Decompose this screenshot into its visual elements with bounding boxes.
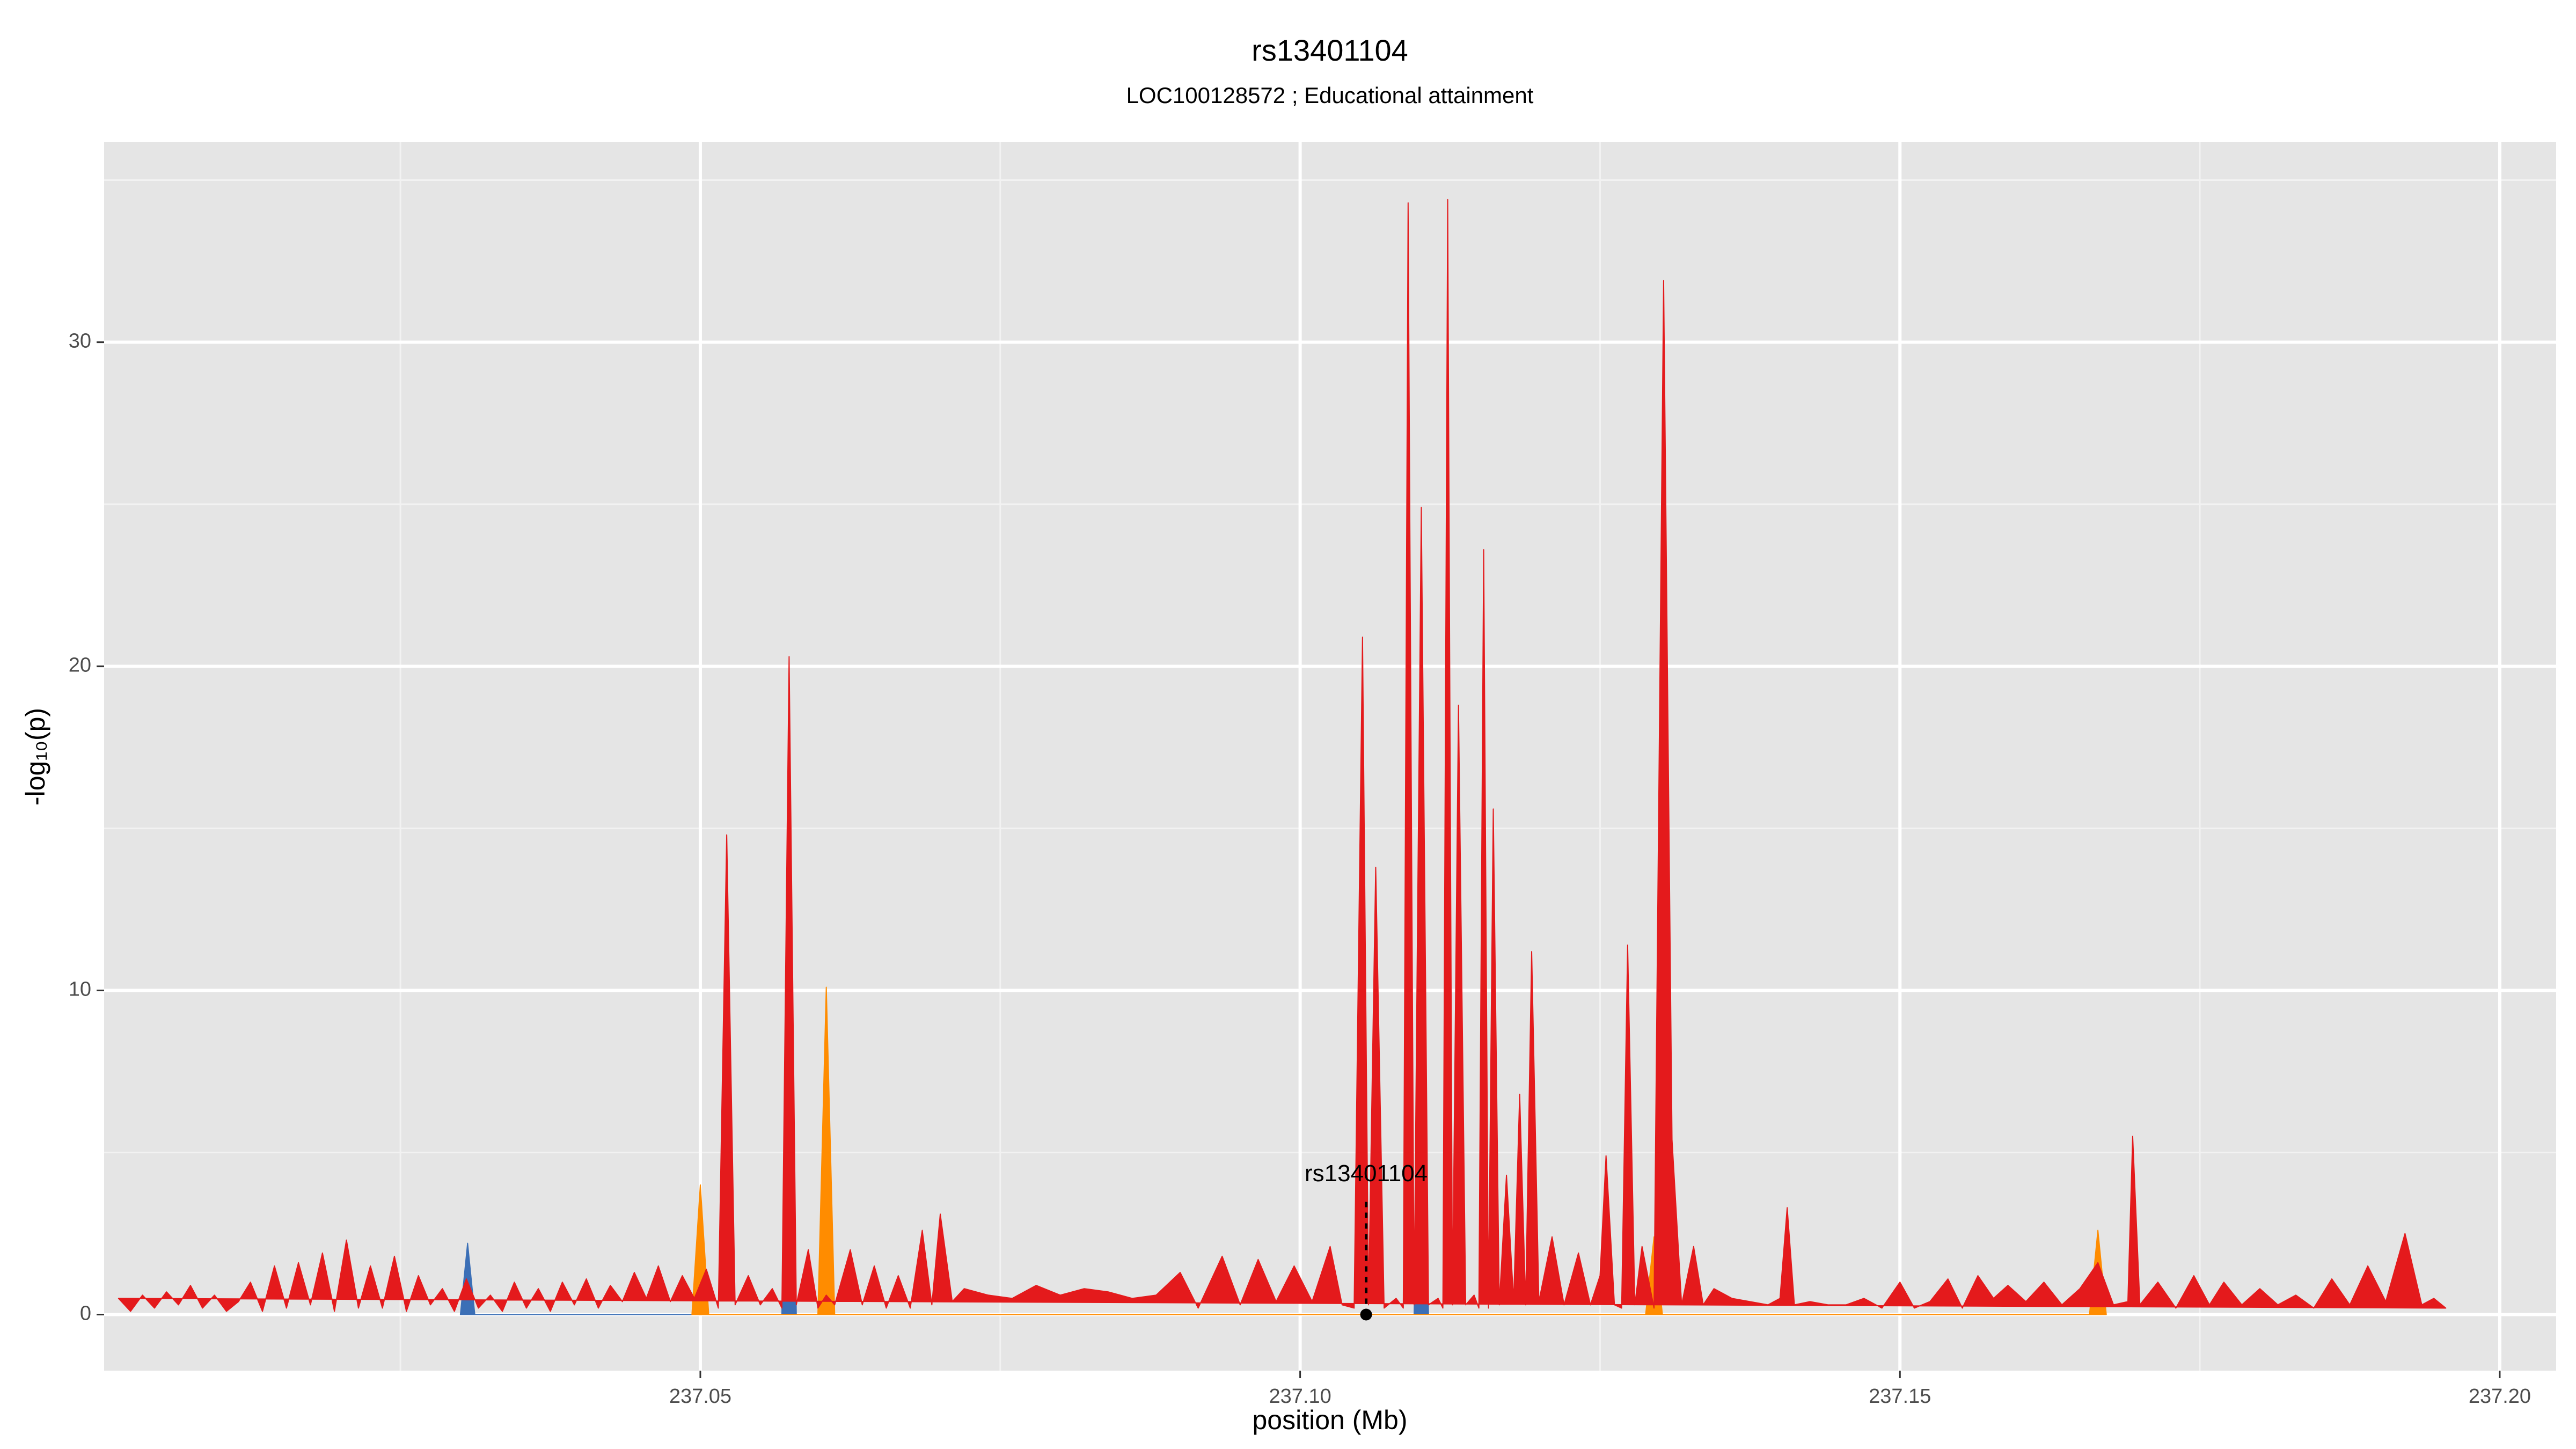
x-tick-label: 237.20 — [2469, 1385, 2531, 1408]
x-tick-label: 237.15 — [1869, 1385, 1931, 1408]
y-tick-label: 0 — [80, 1302, 91, 1325]
x-tick-label: 237.05 — [669, 1385, 731, 1408]
y-tick-label: 20 — [69, 654, 91, 677]
chart-subtitle: LOC100128572 ; Educational attainment — [1126, 83, 1534, 108]
annotation-label: rs13401104 — [1305, 1160, 1428, 1187]
annotation-point — [1360, 1308, 1372, 1321]
area — [691, 986, 2107, 1315]
y-tick-label: 10 — [69, 978, 91, 1001]
axes: 237.05 237.10 237.15 237.20 0 10 20 30 — [69, 330, 2531, 1408]
x-axis-title: position (Mb) — [1253, 1405, 1408, 1435]
x-tick-label: 237.10 — [1269, 1385, 1331, 1408]
y-tick-label: 30 — [69, 330, 91, 353]
plot-area: rs13401104 — [118, 199, 2447, 1321]
area — [118, 199, 2447, 1312]
chart-title: rs13401104 — [1252, 33, 1408, 67]
y-axis-title: -log₁₀(p) — [20, 708, 50, 806]
grid — [104, 142, 2556, 1371]
plot-panel — [104, 142, 2556, 1371]
